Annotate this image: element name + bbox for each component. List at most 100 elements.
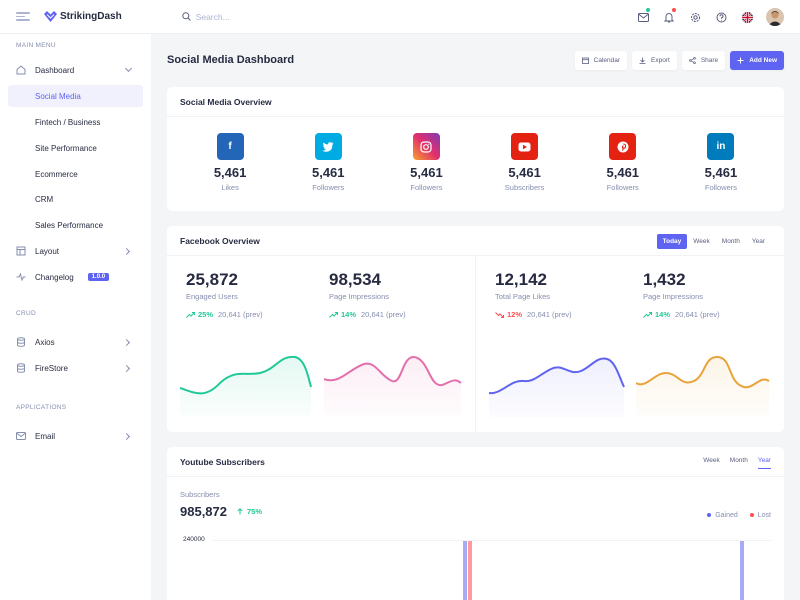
tab-week[interactable]: Week	[703, 457, 720, 464]
subscribers-value: 985,872	[180, 504, 227, 519]
app-logo[interactable]: StrikingDash	[44, 11, 122, 22]
section-title-applications: APPLICATIONS	[16, 404, 67, 411]
chevron-right-icon	[122, 247, 131, 255]
search-bar[interactable]: Search...	[181, 12, 230, 22]
sidebar-item-dashboard[interactable]: Dashboard	[8, 59, 143, 81]
subscribers-summary: 985,872 75%	[180, 504, 262, 519]
facebook-period-tabs: Today Week Month Year	[656, 234, 771, 249]
arrow-up-icon	[237, 508, 243, 515]
wave-chart-total-page-likes	[489, 357, 625, 417]
bar-lost[interactable]	[468, 541, 472, 600]
calendar-button[interactable]: Calendar	[574, 51, 628, 70]
legend-gained[interactable]: Gained	[707, 512, 738, 519]
social-item-pinterest[interactable]: 5,461 Followers	[574, 133, 672, 192]
bar-gained[interactable]	[740, 541, 744, 600]
tab-year[interactable]: Year	[751, 238, 765, 245]
tab-month[interactable]: Month	[721, 238, 740, 245]
chevron-down-icon	[124, 64, 133, 73]
share-button[interactable]: Share	[681, 51, 726, 70]
menu-toggle-icon[interactable]	[16, 12, 30, 21]
card-title: Facebook Overview	[167, 226, 784, 256]
add-new-button[interactable]: Add New	[730, 51, 784, 70]
sidebar-item-label: FireStore	[35, 363, 68, 373]
tab-today[interactable]: Today	[656, 234, 688, 249]
social-item-facebook[interactable]: f 5,461 Likes	[181, 133, 279, 192]
mail-indicator	[646, 8, 650, 12]
sidebar-item-changelog[interactable]: Changelog 1.0.0	[8, 266, 143, 288]
export-button[interactable]: Export	[632, 51, 677, 70]
tab-week[interactable]: Week	[693, 238, 710, 245]
stat-total-page-likes: 12,142 Total Page Likes 12% 20,641 (prev…	[495, 270, 572, 319]
legend-label: Lost	[757, 512, 771, 519]
prev-value: 20,641 (prev)	[675, 310, 720, 319]
trend-up-icon	[643, 311, 652, 318]
sidebar-item-crm[interactable]: CRM	[8, 188, 143, 210]
sidebar-item-site-performance[interactable]: Site Performance	[8, 137, 143, 159]
top-header: StrikingDash Search...	[0, 0, 800, 34]
sidebar-item-label: Changelog	[35, 272, 74, 282]
y-axis-tick: 240000	[183, 536, 205, 543]
chevron-right-icon	[122, 338, 131, 346]
pinterest-icon	[609, 133, 637, 160]
activity-icon	[16, 272, 26, 282]
divider	[475, 256, 476, 434]
mail-icon[interactable]	[636, 8, 650, 24]
share-button-label: Share	[700, 57, 719, 64]
stat-engaged-users: 25,872 Engaged Users 25% 20,641 (prev)	[186, 270, 263, 319]
help-icon[interactable]	[714, 10, 728, 24]
sidebar-item-label: Site Performance	[35, 143, 97, 153]
avatar[interactable]	[766, 8, 784, 26]
social-item-twitter[interactable]: 5,461 Followers	[279, 133, 377, 192]
sidebar-item-social-media[interactable]: Social Media	[8, 85, 143, 107]
sidebar-item-firestore[interactable]: FireStore	[8, 357, 143, 379]
sidebar-item-layout[interactable]: Layout	[8, 240, 143, 262]
social-value: 5,461	[508, 165, 541, 180]
social-value: 5,461	[606, 165, 640, 180]
sidebar-item-label: Axios	[35, 337, 55, 347]
social-value: 5,461	[213, 165, 247, 180]
stat-change: 14% 20,641 (prev)	[329, 310, 406, 319]
export-icon	[639, 57, 646, 64]
sidebar-item-sales-performance[interactable]: Sales Performance	[8, 214, 143, 236]
social-item-linkedin[interactable]: in 5,461 Followers	[672, 133, 770, 192]
grid-line	[213, 540, 771, 541]
chevron-right-icon	[122, 364, 131, 372]
bar-gained[interactable]	[463, 541, 467, 600]
social-value: 5,461	[704, 165, 738, 180]
social-value: 5,461	[311, 165, 345, 180]
bell-icon[interactable]	[662, 8, 676, 24]
trend-up-icon	[186, 311, 195, 318]
wave-chart-page-impressions	[324, 356, 462, 417]
social-label: Followers	[704, 183, 737, 192]
layout-icon	[16, 246, 26, 256]
social-item-instagram[interactable]: 5,461 Followers	[377, 133, 475, 192]
trend-up-icon	[329, 311, 338, 318]
tab-year[interactable]: Year	[757, 457, 771, 469]
sidebar-item-label: Layout	[35, 246, 60, 256]
stat-page-impressions-2: 1,432 Page Impressions 14% 20,641 (prev)	[643, 270, 720, 319]
social-label: Likes	[221, 183, 239, 192]
sidebar-item-fintech[interactable]: Fintech / Business	[8, 111, 143, 133]
uk-flag-icon[interactable]	[740, 10, 754, 24]
sidebar-item-email[interactable]: Email	[8, 425, 143, 447]
sidebar-item-label: Ecommerce	[35, 169, 78, 179]
linkedin-icon: in	[707, 133, 735, 160]
change-percent: 14%	[341, 310, 357, 319]
sidebar-item-ecommerce[interactable]: Ecommerce	[8, 163, 143, 185]
social-item-youtube[interactable]: 5,461 Subscribers	[476, 133, 574, 192]
stat-change: 25% 20,641 (prev)	[186, 310, 263, 319]
sidebar-item-label: Dashboard	[35, 65, 75, 75]
social-label: Followers	[312, 183, 345, 192]
social-label: Followers	[410, 183, 443, 192]
section-title-main-menu: MAIN MENU	[16, 42, 56, 49]
plus-icon	[737, 57, 744, 64]
tab-month[interactable]: Month	[729, 457, 748, 464]
stat-page-impressions: 98,534 Page Impressions 14% 20,641 (prev…	[329, 270, 406, 319]
sidebar-item-axios[interactable]: Axios	[8, 331, 143, 353]
version-badge: 1.0.0	[87, 273, 110, 281]
legend-dot	[749, 513, 754, 518]
stat-label: Engaged Users	[186, 292, 238, 301]
legend-lost[interactable]: Lost	[749, 512, 771, 519]
settings-icon[interactable]	[688, 10, 702, 24]
stat-label: Page Impressions	[643, 292, 704, 301]
